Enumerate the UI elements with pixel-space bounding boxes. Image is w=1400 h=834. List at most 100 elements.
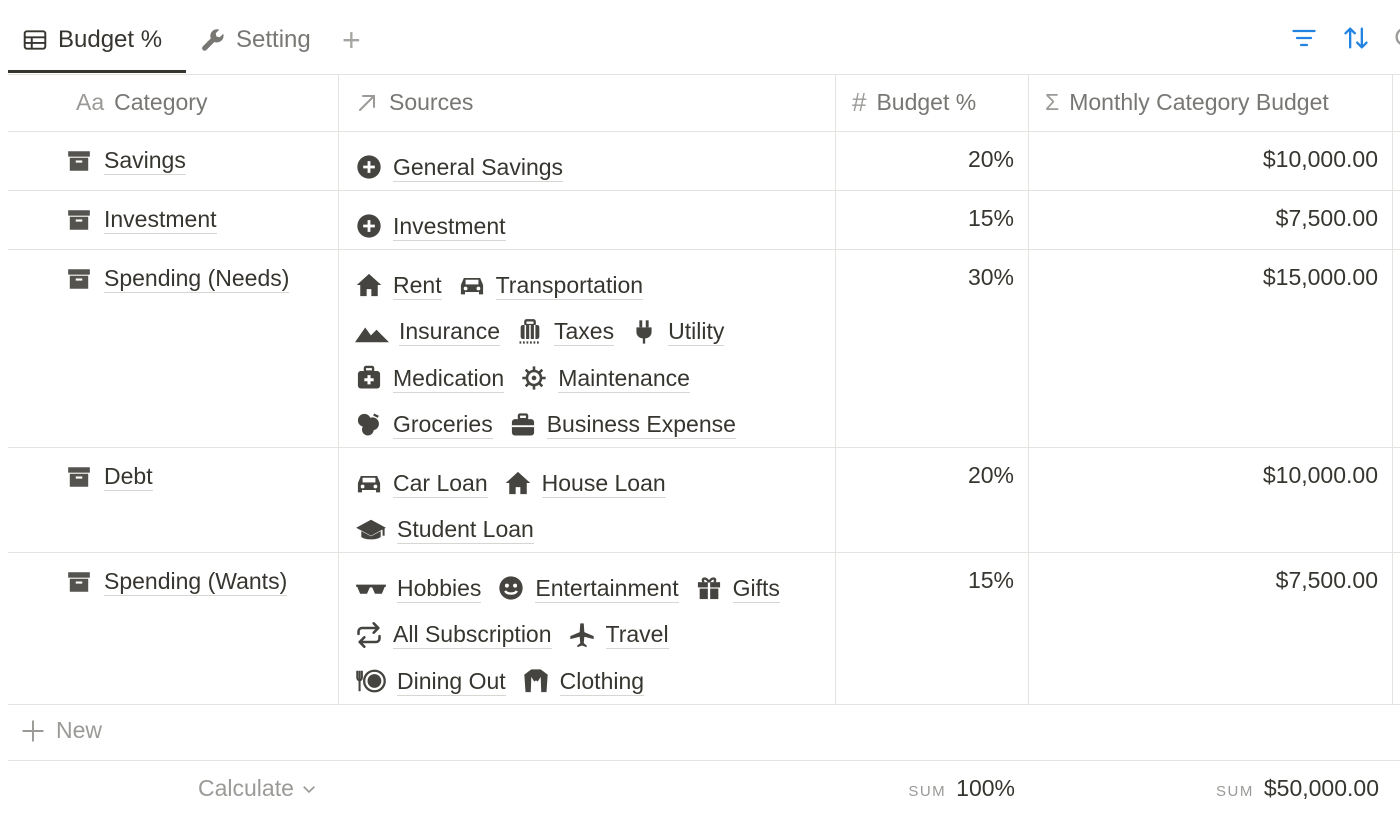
table-icon	[22, 27, 48, 53]
calculate-button[interactable]: Calculate	[198, 775, 318, 802]
calculation-row: Calculate SUM 100% SUM $50,000.00	[8, 761, 1400, 817]
calculate-label: Calculate	[198, 775, 294, 801]
column-header-sources[interactable]: Sources	[339, 74, 836, 131]
sum-label: SUM	[1216, 783, 1254, 800]
column-label: Budget %	[876, 89, 977, 115]
smiley-icon	[497, 574, 525, 602]
category-name: Spending (Wants)	[104, 568, 288, 596]
source-utility[interactable]: Utility	[630, 317, 725, 347]
sort-icon[interactable]	[1342, 24, 1370, 52]
column-header-budget-percent[interactable]: # Budget %	[836, 74, 1029, 131]
plug-icon	[630, 318, 658, 346]
table-row[interactable]: Savings General Savings 20% $10,000.00	[8, 132, 1400, 191]
archive-box-icon	[66, 266, 92, 292]
luggage-icon	[516, 318, 544, 346]
sum-monthly-budget[interactable]: SUM $50,000.00	[1216, 775, 1379, 802]
category-cell[interactable]: Savings	[66, 146, 186, 175]
wrench-icon	[200, 27, 226, 53]
car-icon	[355, 469, 383, 497]
column-label: Sources	[389, 89, 474, 115]
jacket-icon	[522, 667, 550, 695]
active-tab-underline	[8, 70, 186, 73]
budget-percent-value[interactable]: 20%	[967, 146, 1014, 172]
source-entertainment[interactable]: Entertainment	[497, 574, 679, 603]
monthly-budget-value[interactable]: $10,000.00	[1262, 462, 1378, 488]
source-groceries[interactable]: Groceries	[355, 410, 493, 440]
source-general-savings[interactable]: General Savings	[355, 153, 564, 182]
source-investment[interactable]: Investment	[355, 212, 506, 241]
graduation-cap-icon	[355, 516, 387, 544]
source-clothing[interactable]: Clothing	[522, 667, 645, 696]
archive-box-icon	[66, 148, 92, 174]
column-header-category[interactable]: Aa Category	[8, 74, 339, 131]
source-all-subscription[interactable]: All Subscription	[355, 620, 552, 650]
view-tabs-bar: Budget % Setting +	[8, 0, 1400, 75]
category-cell[interactable]: Investment	[66, 205, 217, 234]
table-row[interactable]: Spending (Wants) Hobbies Entertainment G…	[8, 553, 1400, 705]
source-hobbies[interactable]: Hobbies	[355, 574, 482, 603]
gear-icon	[520, 364, 548, 392]
source-gifts[interactable]: Gifts	[695, 574, 780, 603]
chevron-down-icon	[300, 780, 318, 798]
source-transportation[interactable]: Transportation	[458, 271, 644, 300]
category-name: Investment	[104, 206, 217, 234]
source-student-loan[interactable]: Student Loan	[355, 515, 534, 545]
source-house-loan[interactable]: House Loan	[504, 469, 666, 498]
gift-icon	[695, 574, 723, 602]
source-travel[interactable]: Travel	[568, 620, 669, 650]
number-type-icon: #	[852, 87, 867, 117]
archive-box-icon	[66, 569, 92, 595]
search-icon[interactable]	[1392, 24, 1400, 52]
source-insurance[interactable]: Insurance	[355, 317, 501, 347]
briefcase-icon	[509, 411, 537, 439]
monthly-budget-value[interactable]: $10,000.00	[1262, 146, 1378, 172]
column-label: Monthly Category Budget	[1069, 89, 1329, 115]
add-view-button[interactable]: +	[342, 20, 361, 60]
plus-circle-icon	[355, 212, 383, 240]
budget-percent-value[interactable]: 15%	[967, 205, 1014, 231]
mountain-icon	[355, 318, 389, 346]
source-rent[interactable]: Rent	[355, 271, 442, 300]
monthly-budget-value[interactable]: $7,500.00	[1275, 205, 1378, 231]
monthly-budget-value[interactable]: $7,500.00	[1275, 567, 1378, 593]
table-row[interactable]: Debt Car Loan House Loan Student Loan 20…	[8, 448, 1400, 553]
source-dining-out[interactable]: Dining Out	[355, 667, 506, 696]
source-business-expense[interactable]: Business Expense	[509, 410, 736, 440]
airplane-icon	[568, 621, 596, 649]
sum-budget-percent[interactable]: SUM 100%	[908, 775, 1015, 802]
source-car-loan[interactable]: Car Loan	[355, 469, 488, 498]
category-name: Savings	[104, 147, 186, 175]
tab-setting[interactable]: Setting	[200, 20, 311, 60]
tab-label: Setting	[236, 26, 311, 53]
text-type-icon: Aa	[76, 89, 105, 115]
medical-kit-icon	[355, 364, 383, 392]
tab-budget-percent[interactable]: Budget %	[22, 20, 162, 60]
column-label: Category	[114, 89, 208, 115]
sum-value: $50,000.00	[1263, 775, 1379, 801]
source-maintenance[interactable]: Maintenance	[520, 364, 690, 393]
monthly-budget-value[interactable]: $15,000.00	[1262, 264, 1378, 290]
house-icon	[355, 271, 383, 299]
relation-arrow-icon	[355, 91, 379, 115]
archive-box-icon	[66, 464, 92, 490]
budget-percent-value[interactable]: 20%	[967, 462, 1014, 488]
budget-percent-value[interactable]: 15%	[967, 567, 1014, 593]
category-cell[interactable]: Debt	[66, 462, 153, 491]
new-row-button[interactable]: New	[20, 717, 102, 744]
source-medication[interactable]: Medication	[355, 364, 505, 393]
source-taxes[interactable]: Taxes	[516, 317, 615, 347]
table-header: Aa Category Sources # Budget % Σ Monthly…	[8, 74, 1400, 132]
house-icon	[504, 469, 532, 497]
budget-percent-value[interactable]: 30%	[967, 264, 1014, 290]
table-row[interactable]: Investment Investment 15% $7,500.00	[8, 191, 1400, 250]
category-cell[interactable]: Spending (Needs)	[66, 264, 290, 293]
new-row: New	[8, 705, 1400, 761]
column-header-monthly-budget[interactable]: Σ Monthly Category Budget	[1029, 74, 1393, 131]
repeat-arrows-icon	[355, 621, 383, 649]
plus-icon	[20, 718, 46, 744]
category-cell[interactable]: Spending (Wants)	[66, 567, 288, 596]
budget-table: Aa Category Sources # Budget % Σ Monthly…	[8, 74, 1400, 817]
category-name: Spending (Needs)	[104, 265, 290, 293]
filter-icon[interactable]	[1290, 24, 1318, 52]
table-row[interactable]: Spending (Needs) Rent Transportation Ins…	[8, 250, 1400, 448]
